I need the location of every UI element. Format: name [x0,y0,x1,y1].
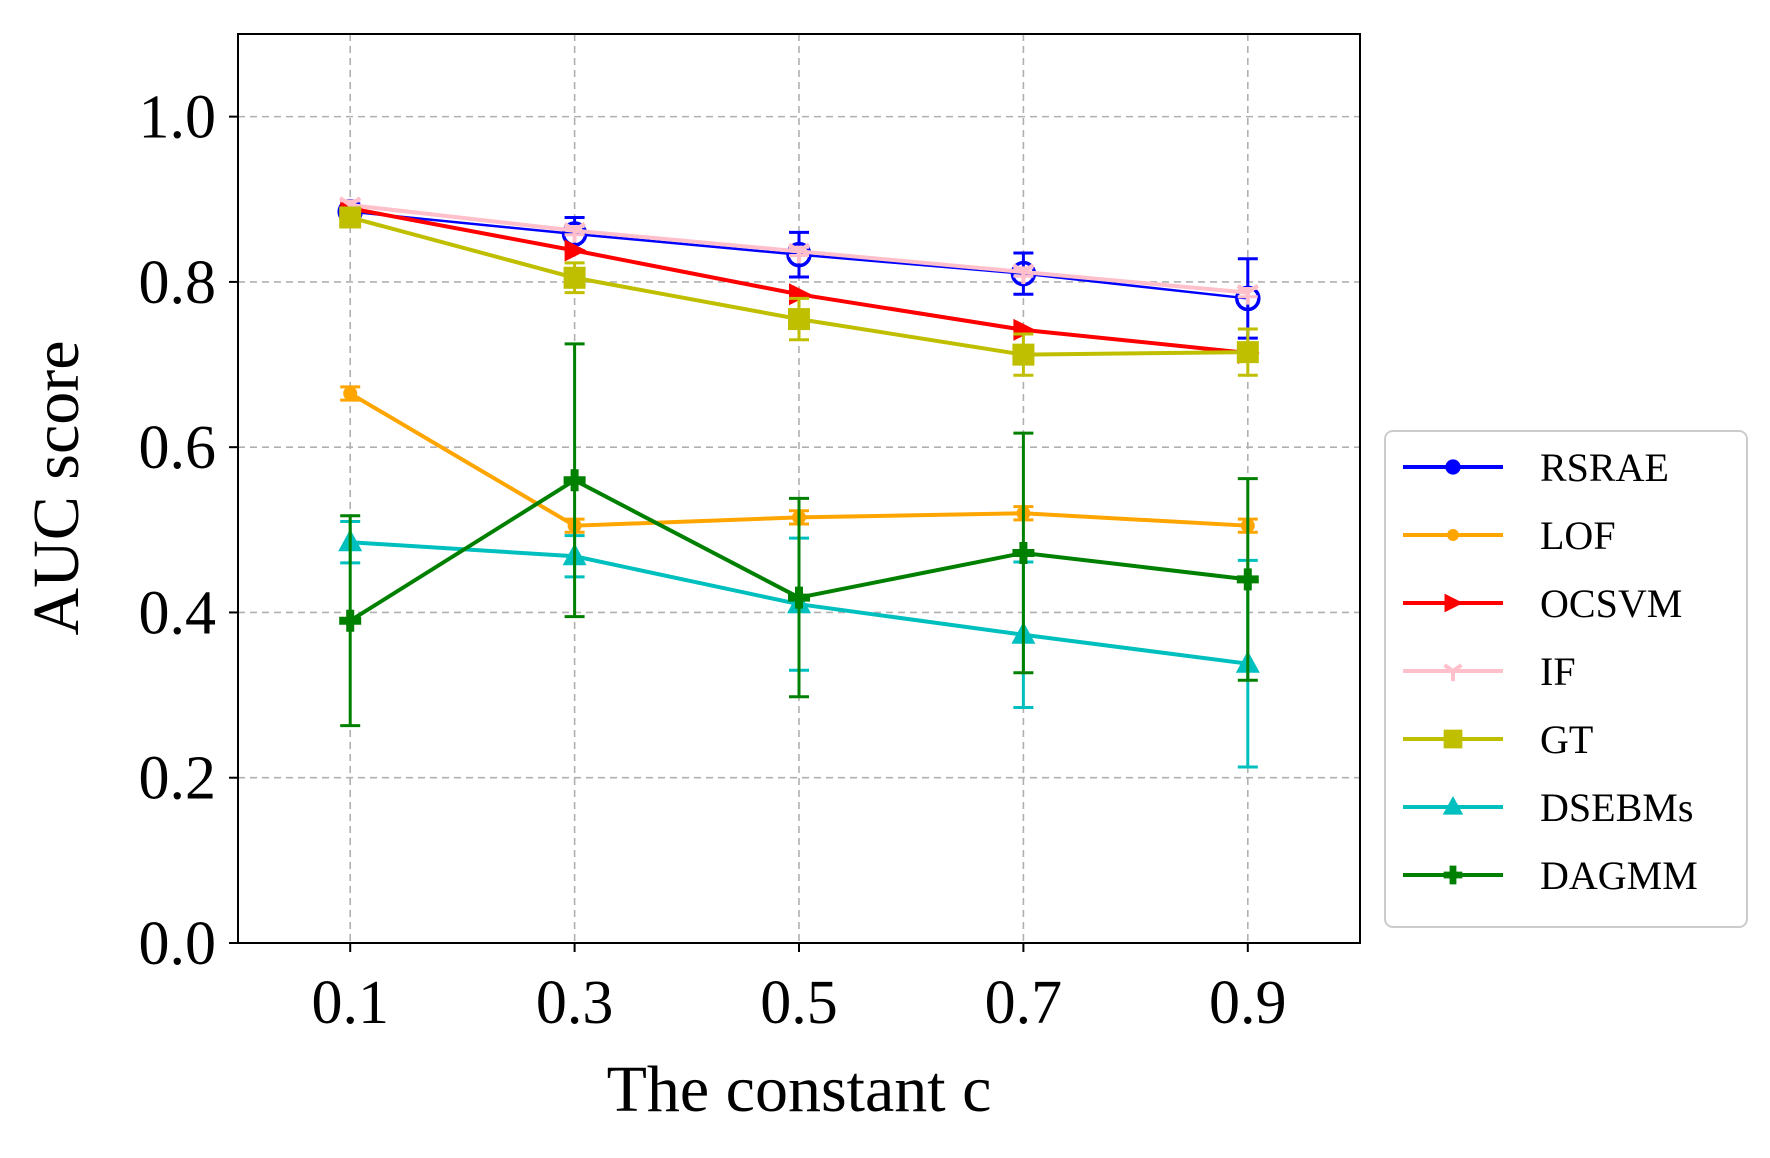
legend-item: RSRAE [1403,445,1669,490]
legend-item: LOF [1403,513,1616,558]
y-tick-label: 0.4 [139,579,217,647]
y-tick-label: 0.2 [139,745,217,813]
data-point [343,386,358,401]
series-group [337,196,1261,769]
x-axis-label: The constant c [607,1053,992,1126]
data-point [563,469,586,492]
data-point [564,239,587,262]
x-tick-label: 0.1 [311,969,389,1037]
y-axis-label: AUC score [20,340,93,635]
x-tick-label: 0.3 [536,969,614,1037]
legend-label: DAGMM [1540,853,1698,898]
legend-marker [1447,529,1459,541]
data-point [1236,341,1259,364]
data-point [563,266,586,289]
legend-box [1384,430,1748,928]
legend-item: GT [1403,717,1593,762]
x-tick-label: 0.5 [760,969,838,1037]
legend-marker [1442,795,1464,815]
grid [238,34,1360,943]
legend-label: GT [1540,717,1593,762]
y-tick-label: 0.8 [139,249,217,317]
data-point [788,308,810,331]
legend-label: OCSVM [1540,581,1682,626]
legend-item: DAGMM [1403,853,1698,898]
legend-item: OCSVM [1403,581,1682,626]
data-point [339,206,362,229]
legend-marker [1443,663,1463,682]
y-tick-label: 1.0 [139,84,217,152]
legend-marker [1444,593,1464,613]
data-point [563,222,586,243]
x-tick-label: 0.9 [1209,969,1287,1037]
data-point [1012,263,1035,284]
data-point [1012,541,1035,564]
y-tick-label: 0.0 [139,910,217,978]
series-dagmm [339,342,1259,728]
legend-marker [1445,459,1461,475]
data-point [786,241,812,268]
legend-label: DSEBMs [1540,785,1693,830]
axes: 0.1 0.3 0.5 0.7 0.9 0.0 0.2 0.4 0.6 0.8 1.0 [139,84,1287,1037]
data-point [1236,568,1259,591]
legend-item: DSEBMs [1403,785,1693,830]
x-tick-label: 0.7 [985,969,1063,1037]
data-point [788,586,810,609]
legend-label: IF [1540,649,1576,694]
legend-marker [1443,865,1463,885]
series-gt [339,206,1259,377]
y-tick-label: 0.6 [139,414,217,482]
legend-label: RSRAE [1540,445,1669,490]
legend: RSRAE LOF OCSVM IF GT DSEBMs DAGMM [1384,430,1748,928]
legend-marker [1443,729,1463,749]
legend-label: LOF [1540,513,1616,558]
series-if [339,196,1259,305]
data-point [787,242,811,264]
legend-item: IF [1403,649,1576,694]
data-point [1012,343,1035,366]
data-point [339,609,362,632]
data-point [1236,284,1259,305]
